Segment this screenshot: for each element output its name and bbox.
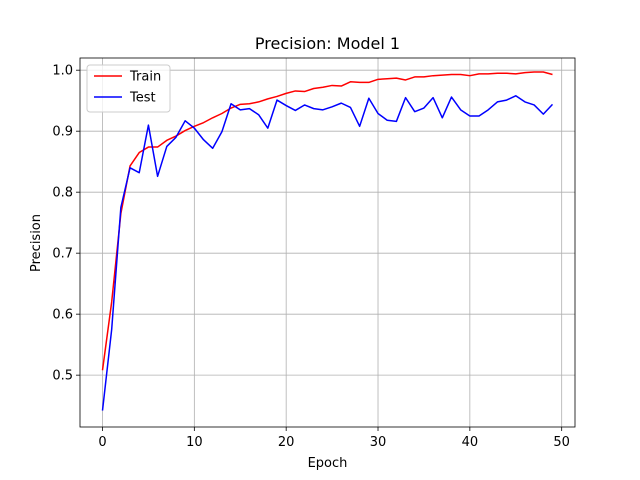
y-axis-ticks: 0.5 0.6 0.7 0.8 0.9 1.0 — [52, 64, 80, 384]
y-tick-label-5: 1.0 — [52, 64, 73, 79]
x-tick-label-2: 20 — [278, 435, 295, 450]
y-tick-label-2: 0.7 — [52, 247, 73, 262]
legend: Train Test — [86, 64, 171, 113]
series-line-train — [101, 71, 553, 371]
y-tick-label-3: 0.8 — [52, 186, 73, 201]
x-axis-ticks: 0 10 20 30 40 50 — [98, 427, 570, 450]
series-layer — [101, 71, 554, 411]
x-tick-label-5: 50 — [553, 435, 570, 450]
y-tick-label-1: 0.6 — [52, 308, 73, 323]
x-tick-label-4: 40 — [462, 435, 479, 450]
legend-label-test: Test — [129, 91, 156, 106]
y-tick-label-4: 0.9 — [52, 125, 73, 140]
y-axis-label: Precision — [29, 214, 44, 272]
grid-lines — [80, 58, 575, 427]
legend-label-train: Train — [129, 70, 161, 85]
x-tick-label-3: 30 — [370, 435, 387, 450]
plot-frame — [79, 57, 576, 428]
chart-title: Precision: Model 1 — [255, 34, 400, 53]
x-tick-label-0: 0 — [98, 435, 106, 450]
x-axis-label: Epoch — [308, 456, 348, 471]
y-tick-label-0: 0.5 — [52, 369, 73, 384]
x-tick-label-1: 10 — [186, 435, 203, 450]
series-line-test — [101, 95, 554, 411]
